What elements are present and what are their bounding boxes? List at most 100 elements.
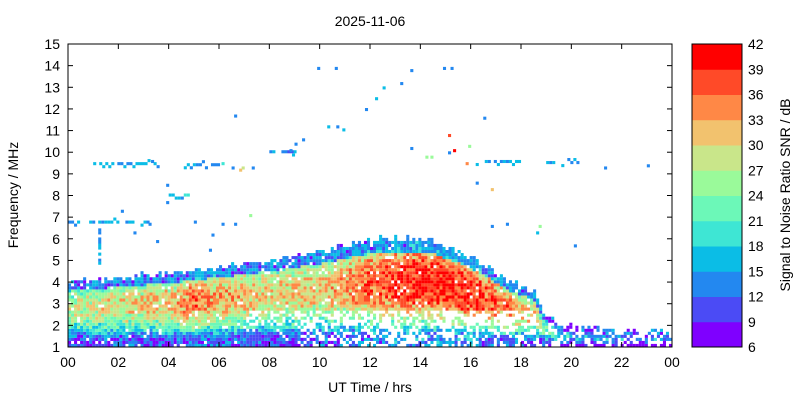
heatmap-cell <box>360 283 365 287</box>
heatmap-cell <box>303 271 307 275</box>
heatmap-cell <box>373 243 377 248</box>
heatmap-cell <box>149 310 153 314</box>
heatmap-cell <box>354 253 358 257</box>
colorbar-tick-label: 21 <box>748 213 764 229</box>
heatmap-cell <box>312 262 316 266</box>
heatmap-cell <box>212 289 217 293</box>
heatmap-cell <box>219 337 223 341</box>
heatmap-cell <box>324 280 328 284</box>
heatmap-cell <box>475 337 479 341</box>
heatmap-cell <box>348 325 352 329</box>
heatmap-cell <box>312 313 316 317</box>
heatmap-cell <box>457 337 461 341</box>
heatmap-cell <box>155 307 159 311</box>
heatmap-cell <box>107 343 111 347</box>
heatmap-cell <box>333 277 337 281</box>
heatmap-cell <box>77 325 81 329</box>
heatmap-cell <box>294 331 298 335</box>
heatmap-cell <box>511 313 516 317</box>
heatmap-cell <box>119 331 123 335</box>
heatmap-cell <box>442 268 446 272</box>
heatmap-cell <box>327 277 331 281</box>
heatmap-cell <box>351 265 355 269</box>
heatmap-cell <box>481 286 485 290</box>
heatmap-cell <box>225 277 229 281</box>
heatmap-cell <box>222 277 226 281</box>
heatmap-cell <box>376 301 380 305</box>
heatmap-cell <box>258 343 262 347</box>
heatmap-cell <box>465 162 469 166</box>
x-tick-label: 12 <box>362 354 378 370</box>
heatmap-cell <box>366 295 371 299</box>
heatmap-cell <box>95 313 99 317</box>
heatmap-cell <box>300 265 304 269</box>
heatmap-cell <box>469 286 473 290</box>
heatmap-cell <box>306 268 310 272</box>
heatmap-cell <box>312 331 316 335</box>
heatmap-cell <box>333 343 337 347</box>
heatmap-cell <box>146 289 150 293</box>
heatmap-cell <box>662 334 667 338</box>
heatmap-cell <box>258 265 262 269</box>
heatmap-cell <box>400 292 404 296</box>
heatmap-cell <box>394 295 398 299</box>
heatmap-cell <box>557 331 561 335</box>
heatmap-cell <box>505 337 509 341</box>
heatmap-cell <box>203 328 207 332</box>
heatmap-cell <box>342 256 346 260</box>
heatmap-cell <box>382 240 386 244</box>
heatmap-cell <box>511 283 516 287</box>
heatmap-cell <box>134 337 138 341</box>
heatmap-cell <box>98 301 102 305</box>
heatmap-cell <box>285 256 289 260</box>
heatmap-cell <box>146 316 150 320</box>
heatmap-cell <box>191 277 195 281</box>
heatmap-cell <box>409 283 413 287</box>
heatmap-cell <box>287 150 291 154</box>
heatmap-cell <box>339 325 343 329</box>
heatmap-cell <box>116 313 120 317</box>
heatmap-cell <box>197 301 201 305</box>
heatmap-cell <box>104 340 108 344</box>
heatmap-cell <box>284 150 288 154</box>
heatmap-cell <box>327 271 331 275</box>
heatmap-cell <box>505 304 509 308</box>
heatmap-cell <box>330 246 334 251</box>
heatmap-cell <box>318 301 322 305</box>
heatmap-cell <box>225 310 229 314</box>
heatmap-cell <box>403 337 407 341</box>
heatmap-cell <box>659 343 663 347</box>
heatmap-cell <box>89 301 93 305</box>
heatmap-cell <box>228 313 232 317</box>
heatmap-cell <box>282 328 286 332</box>
heatmap-cell <box>309 268 313 272</box>
heatmap-cell <box>209 307 214 311</box>
heatmap-cell <box>436 277 440 281</box>
heatmap-cell <box>74 322 78 326</box>
heatmap-cell <box>179 289 183 293</box>
heatmap-cell <box>379 249 383 254</box>
heatmap-cell <box>246 265 250 269</box>
heatmap-cell <box>273 310 277 314</box>
heatmap-cell <box>101 307 105 311</box>
heatmap-cell <box>143 328 147 332</box>
heatmap-cell <box>424 298 428 302</box>
heatmap-cell <box>502 307 506 311</box>
heatmap-cell <box>285 259 289 263</box>
heatmap-cell <box>128 283 132 287</box>
heatmap-cell <box>342 253 346 257</box>
heatmap-cell <box>554 325 558 329</box>
heatmap-cell <box>146 298 150 302</box>
heatmap-cell <box>149 313 153 317</box>
heatmap-cell <box>593 334 597 338</box>
heatmap-cell <box>152 319 156 323</box>
heatmap-cell <box>403 319 407 323</box>
heatmap-cell <box>282 274 286 278</box>
heatmap-cell <box>228 277 232 281</box>
heatmap-cell <box>439 310 443 314</box>
heatmap-cell <box>249 283 253 287</box>
heatmap-cell <box>77 343 81 347</box>
heatmap-cell <box>366 313 371 317</box>
heatmap-cell <box>297 322 301 326</box>
heatmap-cell <box>412 289 416 293</box>
